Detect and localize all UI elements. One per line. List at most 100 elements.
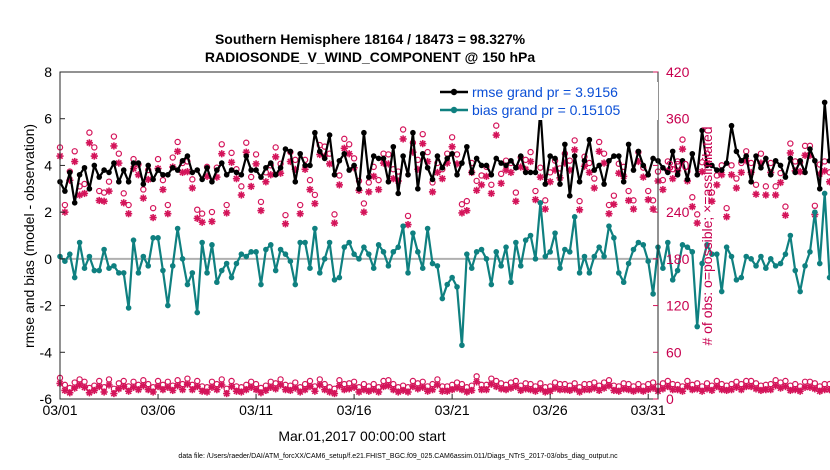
assimilated-obs-point: [174, 147, 182, 156]
assimilated-obs-low-point: [546, 387, 554, 395]
rmse-point: [341, 150, 348, 157]
assimilated-obs-low-stroke: [336, 382, 343, 389]
assimilated-obs-low-point: [669, 386, 677, 394]
bias-point: [611, 235, 617, 241]
rmse-point: [351, 162, 357, 169]
rmse-point: [674, 171, 681, 178]
assimilated-obs-low-point: [100, 388, 108, 396]
assimilated-obs-point: [688, 203, 696, 211]
rmse-point: [767, 171, 774, 178]
bias-point: [449, 274, 455, 281]
rmse-point: [101, 167, 107, 173]
y2-axis-label: # of obs: o=possible; ×=assimilated: [699, 126, 715, 345]
rmse-point: [282, 146, 289, 152]
assimilated-obs-low-point: [272, 385, 280, 393]
assimilated-obs-low-point: [178, 386, 187, 394]
rmse-point: [625, 141, 632, 148]
assimilated-obs-point: [272, 153, 280, 161]
bias-point: [718, 288, 725, 295]
assimilated-obs-low-point: [468, 386, 476, 395]
bias-point: [674, 267, 681, 274]
bias-point: [145, 263, 152, 269]
possible-obs-point: [71, 148, 78, 155]
assimilated-obs-low-stroke: [772, 382, 779, 389]
assimilated-obs-stroke: [600, 159, 608, 167]
assimilated-obs-stroke: [689, 203, 696, 210]
bias-point: [684, 244, 691, 250]
rmse-point: [547, 153, 553, 159]
rmse-point: [361, 129, 367, 136]
assimilated-obs-low-stroke: [174, 382, 181, 389]
rmse-point: [150, 176, 156, 183]
x-tick-label: 03/06: [141, 402, 176, 418]
bias-point: [277, 246, 284, 253]
bias-point: [709, 251, 715, 257]
bias-point: [738, 274, 745, 281]
y-tick-label: 2: [44, 204, 52, 220]
assimilated-obs-low-stroke: [81, 384, 88, 391]
possible-obs-point: [110, 133, 118, 140]
assimilated-obs-stroke: [752, 191, 760, 198]
assimilated-obs-point: [71, 157, 79, 166]
assimilated-obs-stroke: [645, 196, 652, 203]
assimilated-obs-stroke: [140, 194, 147, 202]
rmse-point: [714, 167, 720, 173]
bias-point: [650, 291, 656, 297]
y-tick-label: -6: [40, 391, 53, 407]
bias-point: [606, 223, 612, 229]
bias-point: [263, 246, 269, 253]
assimilated-obs-point: [752, 190, 760, 198]
assimilated-obs-low-stroke: [311, 388, 319, 395]
assimilated-obs-point: [257, 206, 265, 215]
assimilated-obs-stroke: [257, 207, 265, 214]
rmse-point: [316, 148, 323, 155]
y-tick-label: 8: [44, 64, 52, 80]
assimilated-obs-low-stroke: [301, 386, 309, 393]
rmse-point: [542, 181, 549, 187]
assimilated-obs-low-point: [350, 383, 358, 391]
assimilated-obs-low-stroke: [468, 387, 475, 394]
assimilated-obs-point: [477, 181, 486, 189]
rmse-point: [763, 155, 769, 162]
assimilated-obs-stroke: [649, 205, 657, 213]
assimilated-obs-low-point: [125, 387, 133, 395]
bias-point: [807, 249, 813, 255]
rmse-point: [96, 174, 103, 180]
assimilated-obs-stroke: [586, 169, 593, 176]
rmse-point: [807, 146, 813, 152]
assimilated-obs-stroke: [698, 168, 706, 175]
assimilated-obs-stroke: [86, 139, 93, 147]
assimilated-obs-point: [208, 217, 216, 226]
assimilated-obs-low-point: [512, 382, 520, 391]
possible-obs-point: [345, 141, 353, 148]
assimilated-obs-point: [693, 219, 701, 227]
bias-point: [493, 249, 500, 255]
assimilated-obs-stroke: [493, 131, 500, 139]
assimilated-obs-stroke: [777, 179, 784, 186]
bias-point: [272, 267, 279, 274]
possible-obs-point: [752, 181, 760, 188]
assimilated-obs-low-point: [571, 385, 579, 393]
bias-point: [160, 267, 166, 274]
rmse-point: [71, 200, 78, 206]
assimilated-obs-point: [193, 214, 201, 222]
assimilated-obs-low-point: [188, 386, 196, 394]
bias-point: [527, 232, 534, 239]
assimilated-obs-low-point: [311, 387, 319, 395]
assimilated-obs-low-point: [134, 386, 143, 394]
bias-point: [169, 263, 176, 269]
assimilated-obs-low-stroke: [752, 385, 760, 393]
assimilated-obs-low-point: [306, 382, 314, 391]
bias-point: [812, 209, 818, 215]
possible-obs-point: [493, 122, 500, 129]
rmse-point: [748, 178, 754, 185]
rmse-point: [527, 169, 534, 176]
bias-point: [601, 253, 607, 260]
assimilated-obs-low-point: [203, 388, 211, 396]
assimilated-obs-low-point: [149, 388, 157, 396]
assimilated-obs-low-stroke: [527, 386, 534, 393]
rmse-point: [513, 164, 519, 171]
assimilated-obs-low-stroke: [429, 386, 436, 393]
assimilated-obs-stroke: [115, 159, 122, 167]
assimilated-obs-low-point: [262, 386, 270, 395]
